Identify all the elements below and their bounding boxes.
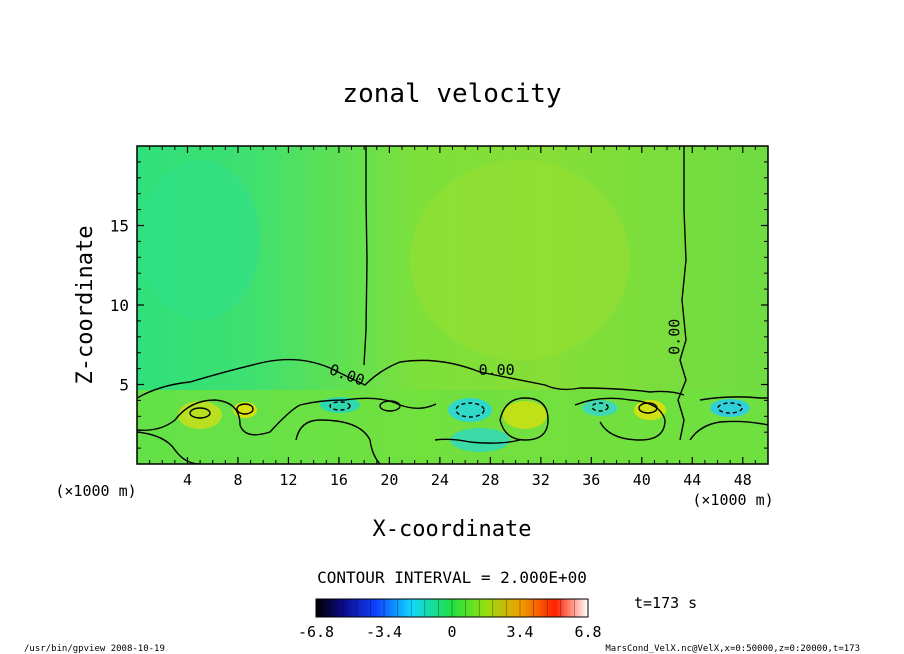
contour-negative: [455, 402, 485, 418]
footer-left: /usr/bin/gpview 2008-10-19: [24, 644, 165, 654]
x-tick-label: 12: [279, 471, 297, 489]
contour-zero: [574, 397, 666, 441]
y-tick-label: 5: [119, 376, 129, 395]
contour-positive: [189, 407, 211, 419]
contour-zero: [499, 397, 549, 441]
x-tick-label: 20: [380, 471, 398, 489]
field-blob: [503, 401, 547, 429]
x-axis-ticks: 4 8 12 16 20 24 28 32 36 40 44 48: [149, 146, 756, 489]
colorbar-tick-label: 0: [447, 623, 456, 641]
x-tick-label: 40: [633, 471, 651, 489]
contour-zero: [295, 419, 381, 464]
field-blob: [410, 160, 630, 360]
contour-positive: [638, 402, 658, 414]
chart-title: zonal velocity: [342, 79, 561, 109]
colorbar-tick-label: -6.8: [298, 623, 334, 641]
contour-zero: [677, 146, 687, 441]
y-axis-label: Z-coordinate: [73, 226, 98, 385]
contour-negative: [591, 402, 609, 412]
contour-positive: [379, 400, 401, 412]
field-blob: [450, 428, 510, 452]
y-tick-label: 15: [110, 217, 129, 236]
x-tick-label: 32: [532, 471, 550, 489]
colorbar: -6.8 -3.4 0 3.4 6.8: [298, 598, 602, 641]
y-axis-ticks: 5 10 15: [110, 161, 768, 449]
contour-negative: [717, 402, 743, 414]
y-tick-label: 10: [110, 296, 129, 315]
x-axis-label: X-coordinate: [373, 517, 532, 542]
contour-zero: [137, 397, 437, 436]
colorbar-tick-label: 6.8: [574, 623, 601, 641]
contour-zero: [699, 396, 768, 401]
contour-zero: [689, 420, 768, 441]
x-tick-label: 24: [431, 471, 449, 489]
x-tick-label: 36: [582, 471, 600, 489]
field-blob: [178, 401, 222, 429]
contour-negative: [329, 401, 351, 411]
contour-zero: [137, 431, 201, 464]
y-axis-unit: (×1000 m): [692, 491, 773, 509]
contour-label: 0.00: [666, 319, 684, 355]
x-tick-label: 28: [481, 471, 499, 489]
contour-label: 0.00: [479, 361, 515, 379]
field-blob: [582, 400, 618, 416]
contour-zero: [434, 438, 521, 444]
x-tick-label: 48: [734, 471, 752, 489]
field-blob: [448, 398, 492, 422]
contour-interval: CONTOUR INTERVAL = 2.000E+00: [317, 568, 587, 587]
contour-positive: [236, 403, 254, 415]
contour-zero: [363, 146, 368, 366]
x-tick-label: 16: [330, 471, 348, 489]
time-label: t=173 s: [634, 594, 697, 612]
colorbar-tick-label: -3.4: [366, 623, 402, 641]
colorbar-tick-label: 3.4: [506, 623, 533, 641]
plot-area: 0.00 0.000.00: [137, 146, 768, 464]
x-tick-label: 8: [233, 471, 242, 489]
x-axis-unit: (×1000 m): [55, 482, 136, 500]
lower-layer: [137, 390, 768, 464]
x-tick-label: 44: [683, 471, 701, 489]
contour-lines: [137, 146, 768, 464]
field-blob: [710, 399, 750, 417]
field-blob: [140, 160, 260, 320]
contour-zero: [137, 358, 685, 399]
x-tick-label: 4: [183, 471, 192, 489]
footer-right: MarsCond_VelX.nc@VelX,x=0:50000,z=0:2000…: [605, 644, 860, 654]
colorbar-frame: [315, 598, 589, 618]
